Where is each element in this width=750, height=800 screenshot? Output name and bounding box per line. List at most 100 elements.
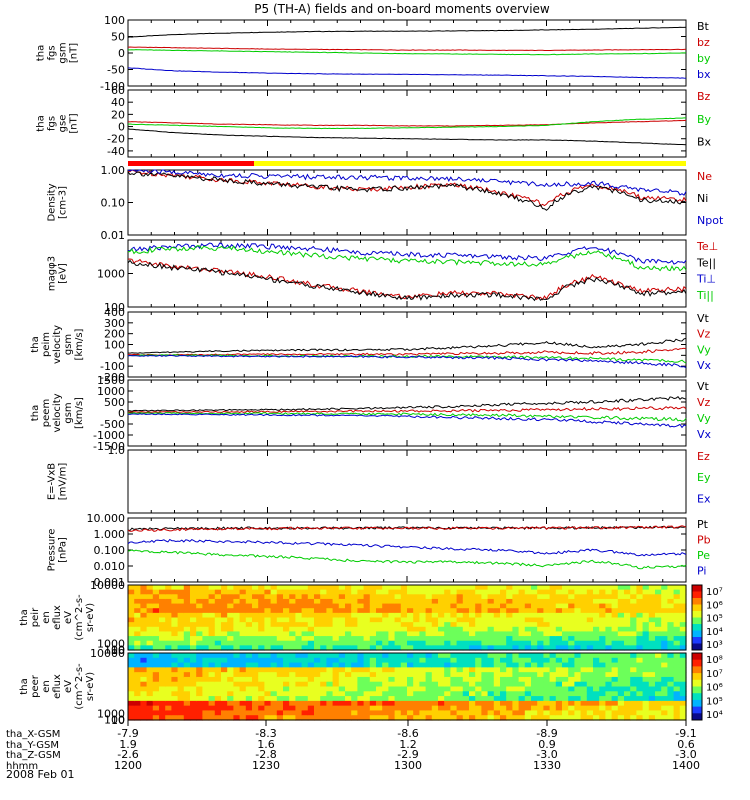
spectrogram-cell <box>394 640 402 646</box>
spectrogram-cell <box>568 645 575 651</box>
spectrogram-cell <box>555 622 563 628</box>
spectrogram-cell <box>599 662 606 668</box>
spectrogram-cell <box>679 705 687 712</box>
spectrogram-cell <box>679 645 687 651</box>
spectrogram-cell <box>239 705 247 712</box>
spectrogram-cell <box>283 667 290 673</box>
spectrogram-cell <box>264 710 272 716</box>
spectrogram-cell <box>431 622 439 628</box>
spectrogram-cell <box>146 710 154 716</box>
spectrogram-cell <box>295 696 303 702</box>
spectrogram-cell <box>171 662 179 668</box>
spectrogram-cell <box>413 696 420 702</box>
spectrogram-cell <box>673 631 681 637</box>
spectrogram-cell <box>332 617 340 623</box>
y-axis-label-line: [cm-3] <box>58 186 69 219</box>
spectrogram-cell <box>531 617 538 623</box>
spectrogram-cell <box>202 603 210 609</box>
figure-title: P5 (TH-A) fields and on-board moments ov… <box>254 2 550 16</box>
spectrogram-cell <box>326 686 334 692</box>
spectrogram-cell <box>617 631 625 637</box>
spectrogram-cell <box>270 626 278 633</box>
spectrogram-cell <box>171 612 179 619</box>
spectrogram-cell <box>326 715 334 721</box>
spectrogram-cell <box>357 662 365 668</box>
spectrogram-cell <box>487 681 495 688</box>
spectrogram-cell <box>487 705 495 712</box>
spectrogram-cell <box>431 676 439 683</box>
spectrogram-cell <box>202 705 210 712</box>
spectrogram-cell <box>630 603 637 609</box>
spectrogram-cell <box>642 598 650 605</box>
spectrogram-cell <box>469 676 476 683</box>
spectrogram-cell <box>314 645 321 651</box>
spectrogram-cell <box>270 715 278 721</box>
spectrogram-cell <box>320 608 327 614</box>
spectrogram-cell <box>227 691 234 697</box>
spectrogram-cell <box>419 705 427 712</box>
spectrogram-cell <box>221 603 228 609</box>
spectrogram-cell <box>431 608 439 614</box>
spectrogram-cell <box>252 705 259 712</box>
spectrogram-cell <box>338 612 346 619</box>
spectrogram-cell <box>493 653 501 659</box>
spectrogram-cell <box>177 603 185 609</box>
series-line-Vt <box>127 337 687 354</box>
spectrogram-cell <box>419 626 427 633</box>
spectrogram-cell <box>500 640 507 646</box>
spectrogram-cell <box>345 715 352 721</box>
spectrogram-cell <box>400 681 408 688</box>
colorbar-segment <box>692 611 702 618</box>
spectrogram-cell <box>642 589 650 595</box>
spectrogram-cell <box>574 710 582 716</box>
spectrogram-cell <box>667 645 675 651</box>
spectrogram-cell <box>549 594 557 600</box>
spectrogram-cell <box>481 636 489 642</box>
y-tick-label: 10.000 <box>87 512 126 525</box>
ephemeris-value: -9.1 <box>675 727 696 740</box>
spectrogram-cell <box>630 626 637 633</box>
spectrogram-cell <box>500 626 507 633</box>
spectrogram-cell <box>524 710 532 716</box>
spectrogram-cell <box>177 715 185 721</box>
spectrogram-cell <box>518 653 526 659</box>
spectrogram-cell <box>444 603 451 609</box>
spectrogram-cell <box>221 612 228 619</box>
spectrogram-cell <box>431 598 439 605</box>
spectrogram-cell <box>407 715 414 721</box>
spectrogram-cell <box>624 667 631 673</box>
spectrogram-cell <box>202 662 210 668</box>
spectrogram-cell <box>233 657 241 664</box>
spectrogram-cell <box>568 631 575 637</box>
spectrogram-cell <box>617 622 625 628</box>
spectrogram-cell <box>190 696 197 702</box>
spectrogram-cell <box>543 691 551 697</box>
spectrogram-cell <box>196 631 203 637</box>
spectrogram-cell <box>586 617 594 623</box>
spectrogram-cell <box>469 705 476 712</box>
y-axis-label-line: Pressure <box>47 529 58 572</box>
spectrogram-cell <box>574 594 582 600</box>
spectrogram-cell <box>289 622 296 628</box>
spectrogram-cell <box>580 598 588 605</box>
spectrogram-cell <box>431 691 439 697</box>
spectrogram-cell <box>518 640 526 646</box>
spectrogram-cell <box>673 603 681 609</box>
spectrogram-cell <box>326 710 334 716</box>
spectrogram-cell <box>506 667 513 673</box>
spectrogram-cell <box>667 636 675 642</box>
spectrogram-cell <box>332 622 340 628</box>
spectrogram-cell <box>518 622 526 628</box>
spectrogram-cell <box>506 710 513 716</box>
spectrogram-cell <box>171 640 179 646</box>
spectrogram-cell <box>221 594 228 600</box>
spectrogram-cell <box>394 681 402 688</box>
spectrogram-cell <box>524 612 532 619</box>
spectrogram-cell <box>599 622 606 628</box>
spectrogram-cell <box>667 617 675 623</box>
spectrogram-cell <box>431 667 439 673</box>
spectrogram-cell <box>214 608 222 614</box>
spectrogram-cell <box>537 594 544 600</box>
spectrogram-cell <box>456 681 464 688</box>
spectrogram-cell <box>500 603 507 609</box>
